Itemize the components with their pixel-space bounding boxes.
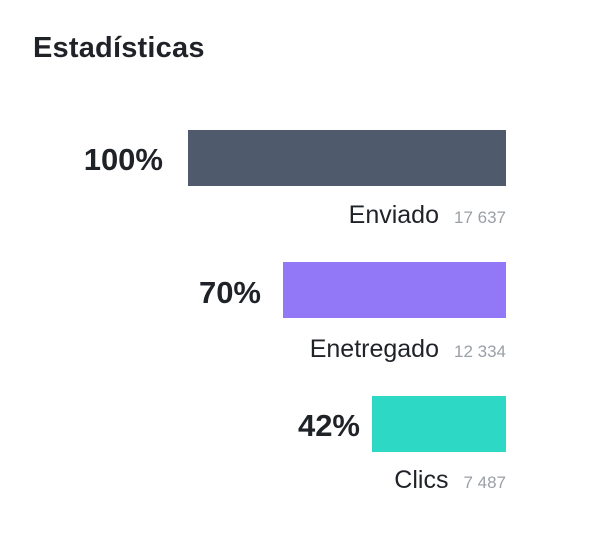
stat-count-delivered: 12 334 bbox=[454, 342, 506, 361]
card-title: Estadísticas bbox=[33, 32, 205, 64]
stat-bar-sent bbox=[188, 130, 506, 186]
stat-percent-delivered: 70% bbox=[198, 275, 261, 310]
stat-percent-clicks: 42% bbox=[297, 408, 360, 443]
stat-bar-delivered bbox=[283, 262, 506, 318]
stat-count-sent: 17 637 bbox=[454, 208, 506, 227]
stat-caption-sent: Enviado 17 637 bbox=[349, 201, 506, 230]
stat-caption-delivered: Enetregado 12 334 bbox=[310, 335, 506, 364]
stat-label-sent: Enviado bbox=[348, 201, 439, 229]
stat-count-clicks: 7 487 bbox=[463, 473, 506, 492]
stat-caption-clicks: Clics 7 487 bbox=[394, 466, 506, 495]
stat-label-delivered: Enetregado bbox=[309, 335, 439, 363]
stat-bar-clicks bbox=[372, 396, 506, 452]
stat-percent-sent: 100% bbox=[83, 142, 163, 177]
stat-label-clicks: Clics bbox=[394, 466, 449, 494]
